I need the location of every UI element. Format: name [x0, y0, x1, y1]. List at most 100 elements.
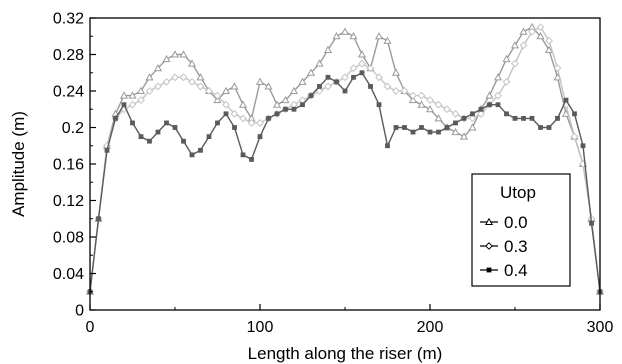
data-point: [349, 32, 358, 40]
data-point: [205, 87, 213, 95]
data-point: [136, 86, 146, 95]
legend-marker: [484, 217, 494, 226]
data-point: [536, 32, 545, 40]
data-point: [334, 79, 339, 85]
axes-layer: 0 100 200 300 0 0.04 0.08 0.12 0.16 0.2 0.24 0.28 0.…: [53, 11, 614, 337]
data-point: [436, 129, 441, 135]
data-point: [359, 70, 365, 76]
data-point: [332, 32, 341, 40]
data-point: [162, 77, 171, 86]
data-point: [461, 115, 467, 121]
legend-label: 0.0: [504, 213, 528, 232]
data-point: [283, 106, 288, 112]
data-point: [128, 91, 137, 99]
data-point: [572, 111, 577, 117]
data-point: [443, 105, 451, 114]
data-point: [230, 109, 239, 118]
legend-entry: 0.4: [480, 261, 528, 280]
data-point: [323, 45, 333, 53]
data-point: [485, 91, 494, 99]
legend-box: [471, 173, 571, 287]
legend-entry: 0.0: [480, 213, 528, 232]
data-point: [315, 87, 324, 95]
y-tick-label: 0: [75, 303, 84, 320]
y-tick-label: 0.32: [53, 11, 84, 28]
data-point: [196, 82, 205, 91]
data-point: [306, 68, 316, 76]
data-point: [342, 88, 348, 94]
data-point: [215, 120, 220, 126]
data-point: [468, 123, 477, 131]
legend-title: Utop: [500, 183, 536, 202]
data-point: [113, 115, 118, 121]
data-point: [453, 120, 458, 126]
data-point: [315, 59, 324, 67]
data-point: [546, 125, 552, 130]
data-point: [553, 64, 562, 73]
data-point: [383, 82, 392, 91]
data-point: [477, 109, 485, 118]
y-tick-label: 0.12: [53, 193, 84, 210]
data-point: [451, 127, 460, 136]
series-0.4: [87, 70, 603, 295]
x-tick-label: 100: [247, 319, 274, 336]
data-point: [383, 36, 392, 44]
data-point: [529, 115, 535, 121]
data-point: [409, 91, 417, 100]
data-point: [249, 157, 254, 162]
data-point: [291, 106, 297, 112]
data-point: [325, 74, 331, 80]
data-point: [358, 59, 366, 68]
data-point: [417, 100, 426, 108]
legend-label: 0.3: [504, 237, 528, 256]
x-tick-label: 0: [86, 319, 95, 336]
data-point: [187, 59, 197, 67]
data-point: [425, 105, 435, 113]
data-point: [230, 82, 239, 90]
data-point: [545, 36, 553, 45]
legend-entries: 0.0 0.3 0.4: [480, 213, 528, 280]
data-point: [188, 77, 196, 86]
data-point: [181, 138, 186, 144]
y-tick-label: 0.04: [53, 266, 84, 283]
data-point: [247, 119, 256, 127]
data-point: [164, 120, 169, 126]
data-point: [385, 143, 390, 149]
data-point: [289, 86, 299, 95]
data-point: [589, 220, 594, 226]
data-point: [417, 91, 426, 100]
data-point: [222, 100, 230, 109]
data-point: [366, 64, 375, 73]
data-point: [179, 73, 188, 82]
data-point: [104, 147, 110, 153]
data-point: [341, 73, 349, 82]
data-point: [376, 102, 382, 108]
data-point: [147, 138, 152, 144]
data-point: [349, 64, 358, 73]
data-point: [272, 100, 282, 108]
data-point: [375, 73, 383, 82]
data-point: [434, 100, 443, 109]
series-layer: [85, 22, 605, 296]
data-point: [281, 95, 290, 104]
data-point: [298, 77, 307, 85]
data-point: [255, 77, 265, 85]
legend: Utop 0.0 0.3 0.4: [471, 173, 571, 287]
y-tick-label: 0.08: [53, 230, 84, 247]
data-point: [154, 82, 162, 91]
data-point: [264, 82, 273, 90]
data-point: [419, 125, 424, 130]
data-point: [221, 86, 231, 95]
data-point: [538, 125, 543, 130]
data-point: [196, 73, 205, 81]
y-tick-label: 0.2: [62, 120, 84, 137]
series-0.3: [86, 23, 604, 296]
data-point: [266, 115, 271, 121]
data-point: [470, 111, 475, 117]
data-point: [544, 45, 554, 53]
data-point: [357, 50, 367, 58]
data-point: [317, 84, 322, 89]
data-point: [145, 73, 154, 81]
data-point: [213, 91, 222, 100]
